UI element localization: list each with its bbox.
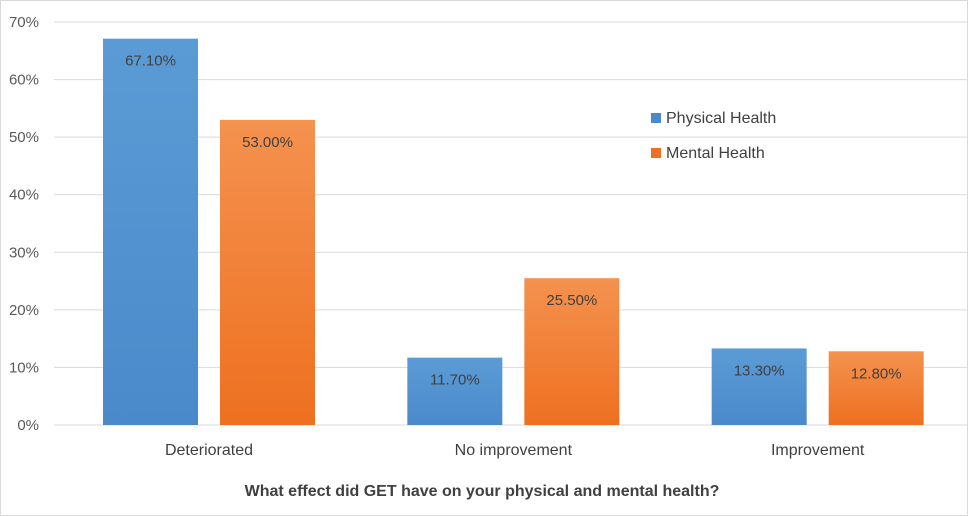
y-tick-label: 20%: [9, 302, 39, 319]
y-tick-label: 0%: [17, 417, 39, 434]
legend-swatch: [651, 113, 661, 123]
data-label: 13.30%: [734, 362, 785, 379]
bar-physical-health-0: [103, 38, 198, 426]
legend: Physical Health Mental Health: [651, 110, 776, 162]
data-label: 53.00%: [242, 134, 293, 151]
data-label: 11.70%: [430, 372, 480, 389]
bars: [103, 38, 924, 426]
legend-entry: Physical Health: [666, 110, 776, 127]
data-label: 67.10%: [125, 53, 176, 70]
data-labels: 67.10% 53.00% 11.70% 25.50% 13.30% 12.80%: [125, 53, 902, 389]
x-axis-categories: Deteriorated No improvement Improvement: [165, 442, 865, 459]
y-tick-label: 10%: [9, 359, 39, 376]
bar-mental-health-0: [220, 119, 315, 425]
x-category-label: Improvement: [771, 442, 865, 459]
x-axis-title: What effect did GET have on your physica…: [245, 483, 720, 500]
y-tick-label: 40%: [9, 187, 39, 204]
y-tick-label: 30%: [9, 244, 39, 261]
x-category-label: Deteriorated: [165, 442, 253, 459]
x-category-label: No improvement: [455, 442, 573, 459]
y-tick-label: 50%: [9, 129, 39, 146]
y-axis-ticks: 0% 10% 20% 30% 40% 50% 60% 70%: [9, 14, 39, 434]
data-label: 12.80%: [851, 365, 902, 382]
gridlines: [54, 21, 967, 426]
legend-swatch: [651, 148, 661, 158]
y-tick-label: 60%: [9, 72, 39, 89]
bar-mental-health-2: [828, 351, 924, 425]
data-label: 25.50%: [546, 292, 597, 309]
bar-mental-health-1: [524, 278, 620, 425]
bar-physical-health-2: [711, 348, 807, 425]
legend-entry: Mental Health: [666, 145, 765, 162]
y-tick-label: 70%: [9, 14, 39, 31]
bar-physical-health-1: [407, 357, 503, 425]
